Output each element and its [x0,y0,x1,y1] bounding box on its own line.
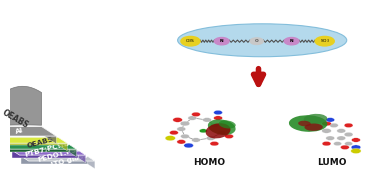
Text: OEABS: OEABS [26,136,55,148]
Text: $\mathsf{O_3S}$: $\mathsf{O_3S}$ [186,37,195,45]
Ellipse shape [178,24,347,57]
Ellipse shape [289,115,327,132]
Circle shape [165,136,175,141]
Ellipse shape [304,124,323,131]
Circle shape [181,134,189,139]
Circle shape [225,134,234,139]
Text: $\mathsf{SO_3}$: $\mathsf{SO_3}$ [320,37,330,45]
Circle shape [210,123,218,127]
Text: ITO glass: ITO glass [50,153,88,168]
Text: O: O [255,39,259,43]
Circle shape [181,36,200,46]
Text: Al: Al [0,84,10,94]
Circle shape [184,143,194,148]
Polygon shape [3,144,69,152]
Circle shape [326,136,335,140]
Circle shape [206,136,215,140]
Circle shape [180,121,190,126]
Polygon shape [78,150,86,163]
Polygon shape [0,97,1,143]
Circle shape [322,121,331,126]
Circle shape [341,145,349,150]
Circle shape [326,118,335,122]
Text: PTB7:PC₁₁BM: PTB7:PC₁₁BM [24,139,77,158]
Polygon shape [0,137,67,143]
Circle shape [337,129,345,133]
Circle shape [177,127,186,131]
Circle shape [344,123,353,128]
Polygon shape [3,144,76,149]
Circle shape [333,142,342,146]
Circle shape [322,128,331,133]
Circle shape [214,110,223,115]
Text: LUMO: LUMO [317,158,347,167]
Circle shape [210,141,219,146]
Polygon shape [12,150,86,155]
Circle shape [322,141,331,146]
Polygon shape [88,156,95,169]
Circle shape [218,131,226,135]
Circle shape [352,138,360,142]
Text: N: N [220,39,223,43]
Circle shape [188,116,197,120]
Text: N: N [290,39,293,43]
Polygon shape [69,144,76,157]
Circle shape [192,138,200,142]
Polygon shape [0,86,42,127]
Circle shape [344,132,353,137]
Text: Al: Al [15,127,24,135]
Circle shape [199,129,208,133]
Circle shape [351,148,361,154]
Text: HOMO: HOMO [193,158,225,167]
Polygon shape [21,156,95,161]
Circle shape [284,38,299,45]
Polygon shape [0,137,58,145]
Circle shape [192,112,200,117]
Circle shape [177,140,186,144]
Circle shape [203,118,211,122]
Circle shape [214,116,223,120]
Polygon shape [12,150,78,158]
Polygon shape [0,127,42,134]
Circle shape [337,136,345,140]
Ellipse shape [219,120,236,128]
Ellipse shape [304,114,327,124]
Ellipse shape [206,123,231,138]
Circle shape [351,145,361,150]
Circle shape [250,38,263,44]
Circle shape [315,36,334,46]
Ellipse shape [208,119,235,135]
Polygon shape [58,137,67,151]
Ellipse shape [298,121,311,126]
Text: PEDOT:PSS: PEDOT:PSS [37,146,82,163]
Text: OEABS: OEABS [1,108,31,130]
Circle shape [169,130,178,135]
Polygon shape [42,127,56,144]
Circle shape [214,38,229,45]
Polygon shape [0,127,56,136]
Circle shape [330,123,338,128]
Circle shape [173,117,183,122]
Polygon shape [21,156,88,164]
Circle shape [344,142,353,146]
